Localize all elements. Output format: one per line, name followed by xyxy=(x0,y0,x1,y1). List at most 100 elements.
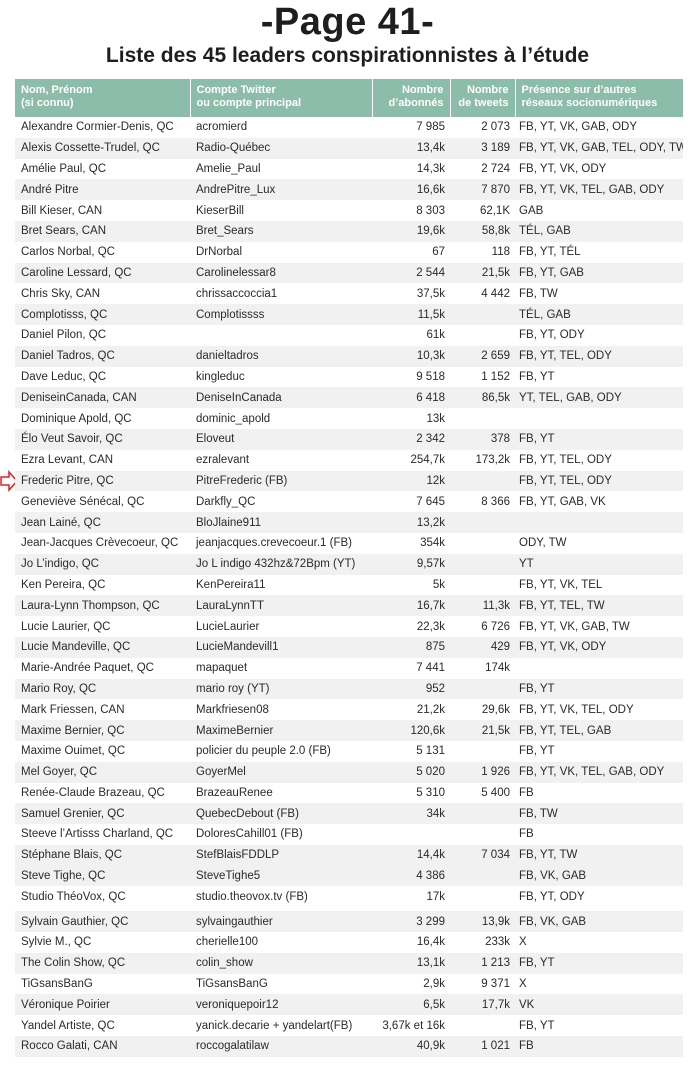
cell-followers: 40,9k xyxy=(372,1036,450,1057)
cell-name: Mel Goyer, QC xyxy=(15,761,190,783)
cell-name: Geneviève Sénécal, QC xyxy=(21,495,145,508)
header-line: Nombre xyxy=(466,84,509,96)
cell-name: DeniseinCanada, CAN xyxy=(15,387,190,409)
table-row: Daniel Pilon, QC 61k FB, YT, ODY xyxy=(15,325,683,346)
cell-name: The Colin Show, QC xyxy=(15,952,190,974)
cell-account: BloJlaine911 xyxy=(190,512,372,533)
cell-followers: 14,4k xyxy=(372,844,450,866)
cell-name: Marie-Andrée Paquet, QC xyxy=(21,662,154,675)
cell-account: roccogalatilaw xyxy=(190,1036,372,1057)
table-header-row: Nom, Prénom (si connu) Compte Twitter ou c… xyxy=(15,79,683,117)
cell-name: Ken Pereira, QC xyxy=(21,578,106,591)
cell-name: Samuel Grenier, QC xyxy=(15,803,190,825)
cell-tweets xyxy=(450,865,515,887)
red-arrow-right-icon xyxy=(0,470,18,492)
cell-networks: GAB xyxy=(519,204,544,217)
cell-followers: 12k xyxy=(372,470,450,492)
cell-tweets: 173,2k xyxy=(475,454,510,467)
header-line: de tweets xyxy=(458,97,509,109)
cell-tweets: 1 152 xyxy=(481,370,510,383)
cell-tweets: 8 366 xyxy=(481,495,510,508)
cell-account: cherielle100 xyxy=(196,936,259,949)
header-line: Présence sur d’autres xyxy=(521,84,637,96)
table-row: Mark Friessen, CAN Markfriesen08 21,2k 29,6… xyxy=(15,699,683,720)
cell-name: Bill Kieser, CAN xyxy=(21,204,103,217)
table-row: Sylvain Gauthier, QC sylvaingauthier 3 299… xyxy=(15,907,683,933)
cell-name: Caroline Lessard, QC xyxy=(15,262,190,284)
cell-networks: FB, YT, TEL, TW xyxy=(515,595,683,617)
cell-followers: 13,1k xyxy=(372,952,450,974)
table-row: The Colin Show, QC colin_show 13,1k 1 213 FB… xyxy=(15,952,683,974)
cell-tweets: 4 442 xyxy=(481,287,510,300)
cell-networks: VK xyxy=(515,994,683,1016)
cell-followers: 3 299 xyxy=(372,907,450,933)
cell-networks: FB, YT xyxy=(515,952,683,974)
table-row: Dave Leduc, QC kingleduc 9 518 1 152 FB, YT xyxy=(15,367,683,388)
cell-followers: 7 441 xyxy=(416,662,445,675)
header-networks: Présence sur d’autres réseaux socionuméri… xyxy=(515,79,683,117)
cell-tweets: 58,8k xyxy=(450,220,515,242)
cell-followers: 2 544 xyxy=(372,262,450,284)
cell-followers xyxy=(372,824,450,845)
cell-followers: 34k xyxy=(372,803,450,825)
table-row: Samuel Grenier, QC QuebecDebout (FB) 34k FB… xyxy=(15,803,683,825)
cell-name: Jo L’indigo, QC xyxy=(15,553,190,575)
cell-followers: 13,2k xyxy=(372,512,450,533)
cell-networks: FB, YT xyxy=(519,745,555,758)
cell-tweets: 2 724 xyxy=(481,162,510,175)
header-line: Nombre xyxy=(401,84,444,96)
cell-tweets: 429 xyxy=(450,636,515,658)
cell-name: Alexandre Cormier-Denis, QC xyxy=(21,121,174,134)
cell-account: dominic_apold xyxy=(196,412,271,425)
cell-tweets xyxy=(450,408,515,429)
table-row: Studio ThéoVox, QC studio.theovox.tv (FB)… xyxy=(15,886,683,909)
cell-networks: FB, YT, TEL, ODY xyxy=(515,470,683,492)
cell-name: Laura-Lynn Thompson, QC xyxy=(15,595,190,617)
cell-networks: X xyxy=(519,936,527,949)
cell-name: Lucie Laurier, QC xyxy=(21,620,111,633)
cell-followers: 11,5k xyxy=(372,304,450,325)
leaders-table: Nom, Prénom (si connu) Compte Twitter ou c… xyxy=(15,79,683,1057)
cell-name: Stéphane Blais, QC xyxy=(15,844,190,866)
cell-account: BrazeauRenee xyxy=(196,786,273,799)
cell-tweets: 2 659 xyxy=(450,345,515,367)
cell-followers: 22,3k xyxy=(416,620,445,633)
cell-networks: FB, YT, VK, GAB, ODY xyxy=(519,121,638,134)
cell-tweets xyxy=(450,512,515,533)
table-row: Véronique Poirier veroniquepoir12 6,5k 17,7… xyxy=(15,994,683,1016)
table-row: Marie-Andrée Paquet, QC mapaquet 7 441 174k xyxy=(15,658,683,679)
cell-networks xyxy=(515,512,683,533)
cell-followers: 2 342 xyxy=(372,428,450,450)
cell-account: danieltadros xyxy=(190,345,372,367)
cell-name: Frederic Pitre, QC xyxy=(15,470,190,492)
header-account: Compte Twitter ou compte principal xyxy=(190,79,373,117)
cell-networks: FB, YT xyxy=(519,370,555,383)
cell-name: Maxime Ouimet, QC xyxy=(21,745,126,758)
cell-networks: FB xyxy=(515,1036,683,1057)
cell-account: PitreFrederic (FB) xyxy=(190,470,372,492)
table-row: Complotisss, QC Complotissss 11,5k TÉL, GAB xyxy=(15,304,683,325)
cell-account: LauraLynnTT xyxy=(190,595,372,617)
cell-tweets xyxy=(450,678,515,700)
cell-followers: 16,6k xyxy=(372,179,450,201)
cell-account: AndrePitre_Lux xyxy=(190,179,372,201)
cell-networks: FB, YT, VK, ODY xyxy=(515,636,683,658)
table-row: Sylvie M., QC cherielle100 16,4k 233k X xyxy=(15,932,683,953)
cell-account: MaximeBernier xyxy=(190,720,372,741)
table-row: Laura-Lynn Thompson, QC LauraLynnTT 16,7k 1… xyxy=(15,595,683,617)
cell-tweets: 7 870 xyxy=(450,179,515,201)
cell-account: DrNorbal xyxy=(196,246,243,259)
cell-account: policier du peuple 2.0 (FB) xyxy=(196,745,331,758)
cell-followers: 17k xyxy=(426,890,445,903)
cell-networks: FB, YT, TEL, GAB xyxy=(515,720,683,741)
table-row: TiGsansBanG TiGsansBanG 2,9k 9 371 X xyxy=(15,974,683,995)
table-row: Élo Veut Savoir, QC Eloveut 2 342 378 FB, YT xyxy=(15,428,683,450)
header-line: Compte Twitter xyxy=(196,84,276,96)
cell-followers: 16,4k xyxy=(416,936,445,949)
cell-name: Véronique Poirier xyxy=(15,994,190,1016)
cell-name: Alexis Cossette-Trudel, QC xyxy=(15,137,190,159)
cell-account: DoloresCahill01 (FB) xyxy=(196,828,303,841)
cell-followers: 10,3k xyxy=(372,345,450,367)
cell-account: kingleduc xyxy=(196,370,245,383)
header-line: Nom, Prénom xyxy=(21,84,93,96)
